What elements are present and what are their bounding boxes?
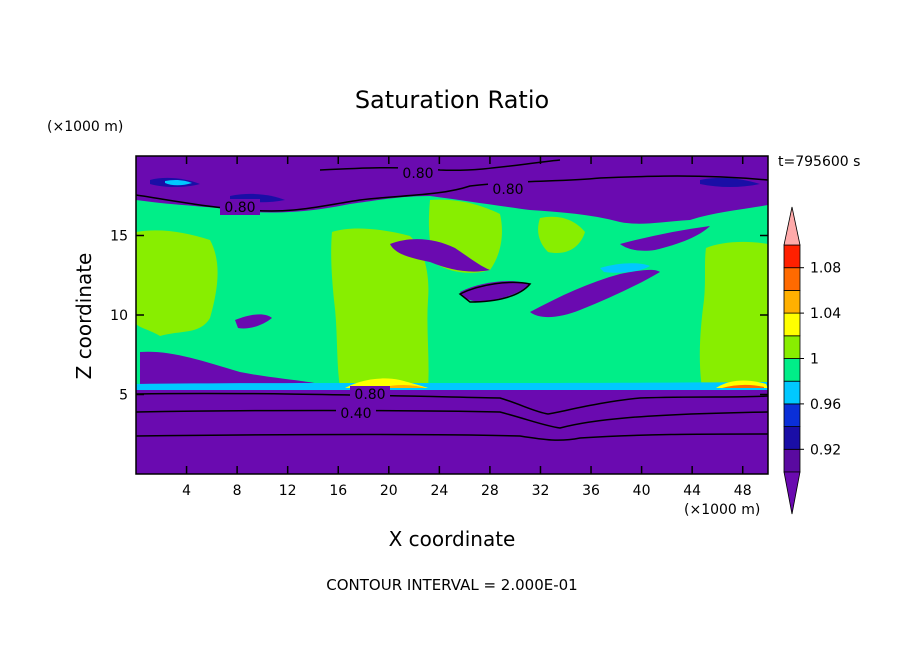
dry-streak (390, 239, 490, 272)
warm-spot (722, 384, 764, 388)
upper-cloud-streak (700, 177, 760, 187)
y-axis-unit: (×1000 m) (47, 119, 124, 135)
x-axis-unit: (×1000 m) (684, 502, 761, 518)
contour-label-bg (336, 405, 376, 421)
contour-label-bg (488, 181, 528, 197)
contour-line (136, 433, 768, 441)
x-tick-label: 44 (683, 483, 701, 499)
contour-line (136, 392, 768, 415)
x-tick-label: 4 (182, 483, 191, 499)
x-tick-label: 36 (582, 483, 600, 499)
colorbar-bin (783, 312, 801, 337)
colorbar-label: 1.08 (810, 261, 841, 277)
contour-label-bg (350, 386, 390, 402)
x-tick-label: 16 (329, 483, 347, 499)
contour-label-bg (220, 199, 260, 215)
cloud-fringe (136, 382, 768, 390)
colorbar-bin (783, 267, 801, 291)
contour-line (458, 281, 532, 303)
colorbar-bin (783, 358, 801, 382)
dry-streak (460, 281, 530, 302)
y-axis-ticks: 5 10 15 (110, 229, 768, 404)
y-tick-label: 10 (110, 308, 128, 324)
dry-streak (620, 226, 710, 251)
colorbar-label: 0.92 (810, 442, 841, 458)
colorbar-bin (783, 335, 801, 359)
dry-streak (235, 314, 272, 329)
supersaturated-column (538, 216, 585, 254)
contour-line (319, 159, 561, 172)
x-tick-label: 28 (481, 483, 499, 499)
x-tick-label: 32 (532, 483, 550, 499)
dry-streak (140, 351, 320, 390)
colorbar-bin (783, 448, 801, 473)
contour-label: 0.80 (224, 200, 255, 216)
colorbar-over-triangle (783, 206, 801, 246)
cloud-fringe (600, 263, 650, 273)
supersaturated-column (331, 228, 429, 388)
supersaturated-column (136, 230, 218, 336)
contour-line (136, 409, 768, 429)
contour-label: 0.80 (354, 387, 385, 403)
supersaturated-column (699, 241, 768, 388)
colorbar-label: 0.96 (810, 397, 841, 413)
upper-cloud-streak (165, 179, 192, 186)
contour-label: 0.80 (492, 182, 523, 198)
colorbar-bin (783, 244, 801, 269)
colorbar: 0.92 0.96 1 1.04 1.08 (783, 206, 841, 515)
colorbar-bin (783, 289, 801, 314)
colorbar-bin (783, 380, 801, 405)
time-label: t=795600 s (778, 154, 861, 170)
contour-label: 0.40 (340, 406, 371, 422)
contour-labels: 0.80 0.80 0.80 0.80 0.40 (220, 165, 528, 422)
colorbar-bin (783, 403, 801, 427)
lower-dry-layer (136, 390, 768, 474)
x-tick-label: 20 (380, 483, 398, 499)
contour-label-bg (398, 165, 438, 181)
x-tick-label: 48 (734, 483, 752, 499)
x-axis-label: X coordinate (388, 527, 516, 551)
x-tick-label: 24 (430, 483, 448, 499)
x-axis-ticks: 4 8 12 16 20 24 28 32 36 40 44 48 (182, 156, 752, 499)
chart-title: Saturation Ratio (354, 86, 550, 114)
x-tick-label: 8 (233, 483, 242, 499)
dry-streak (530, 269, 660, 318)
colorbar-label: 1.04 (810, 306, 841, 322)
colorbar-label: 1 (810, 352, 819, 368)
x-tick-label: 40 (633, 483, 651, 499)
warm-spot (380, 385, 426, 388)
contour-interval-footer: CONTOUR INTERVAL = 2.000E-01 (326, 576, 578, 594)
colorbar-under-triangle (783, 471, 801, 515)
y-tick-label: 5 (119, 388, 128, 404)
contour-label: 0.80 (402, 166, 433, 182)
x-tick-label: 12 (279, 483, 297, 499)
colorbar-bin (783, 426, 801, 450)
y-tick-label: 15 (110, 229, 128, 245)
